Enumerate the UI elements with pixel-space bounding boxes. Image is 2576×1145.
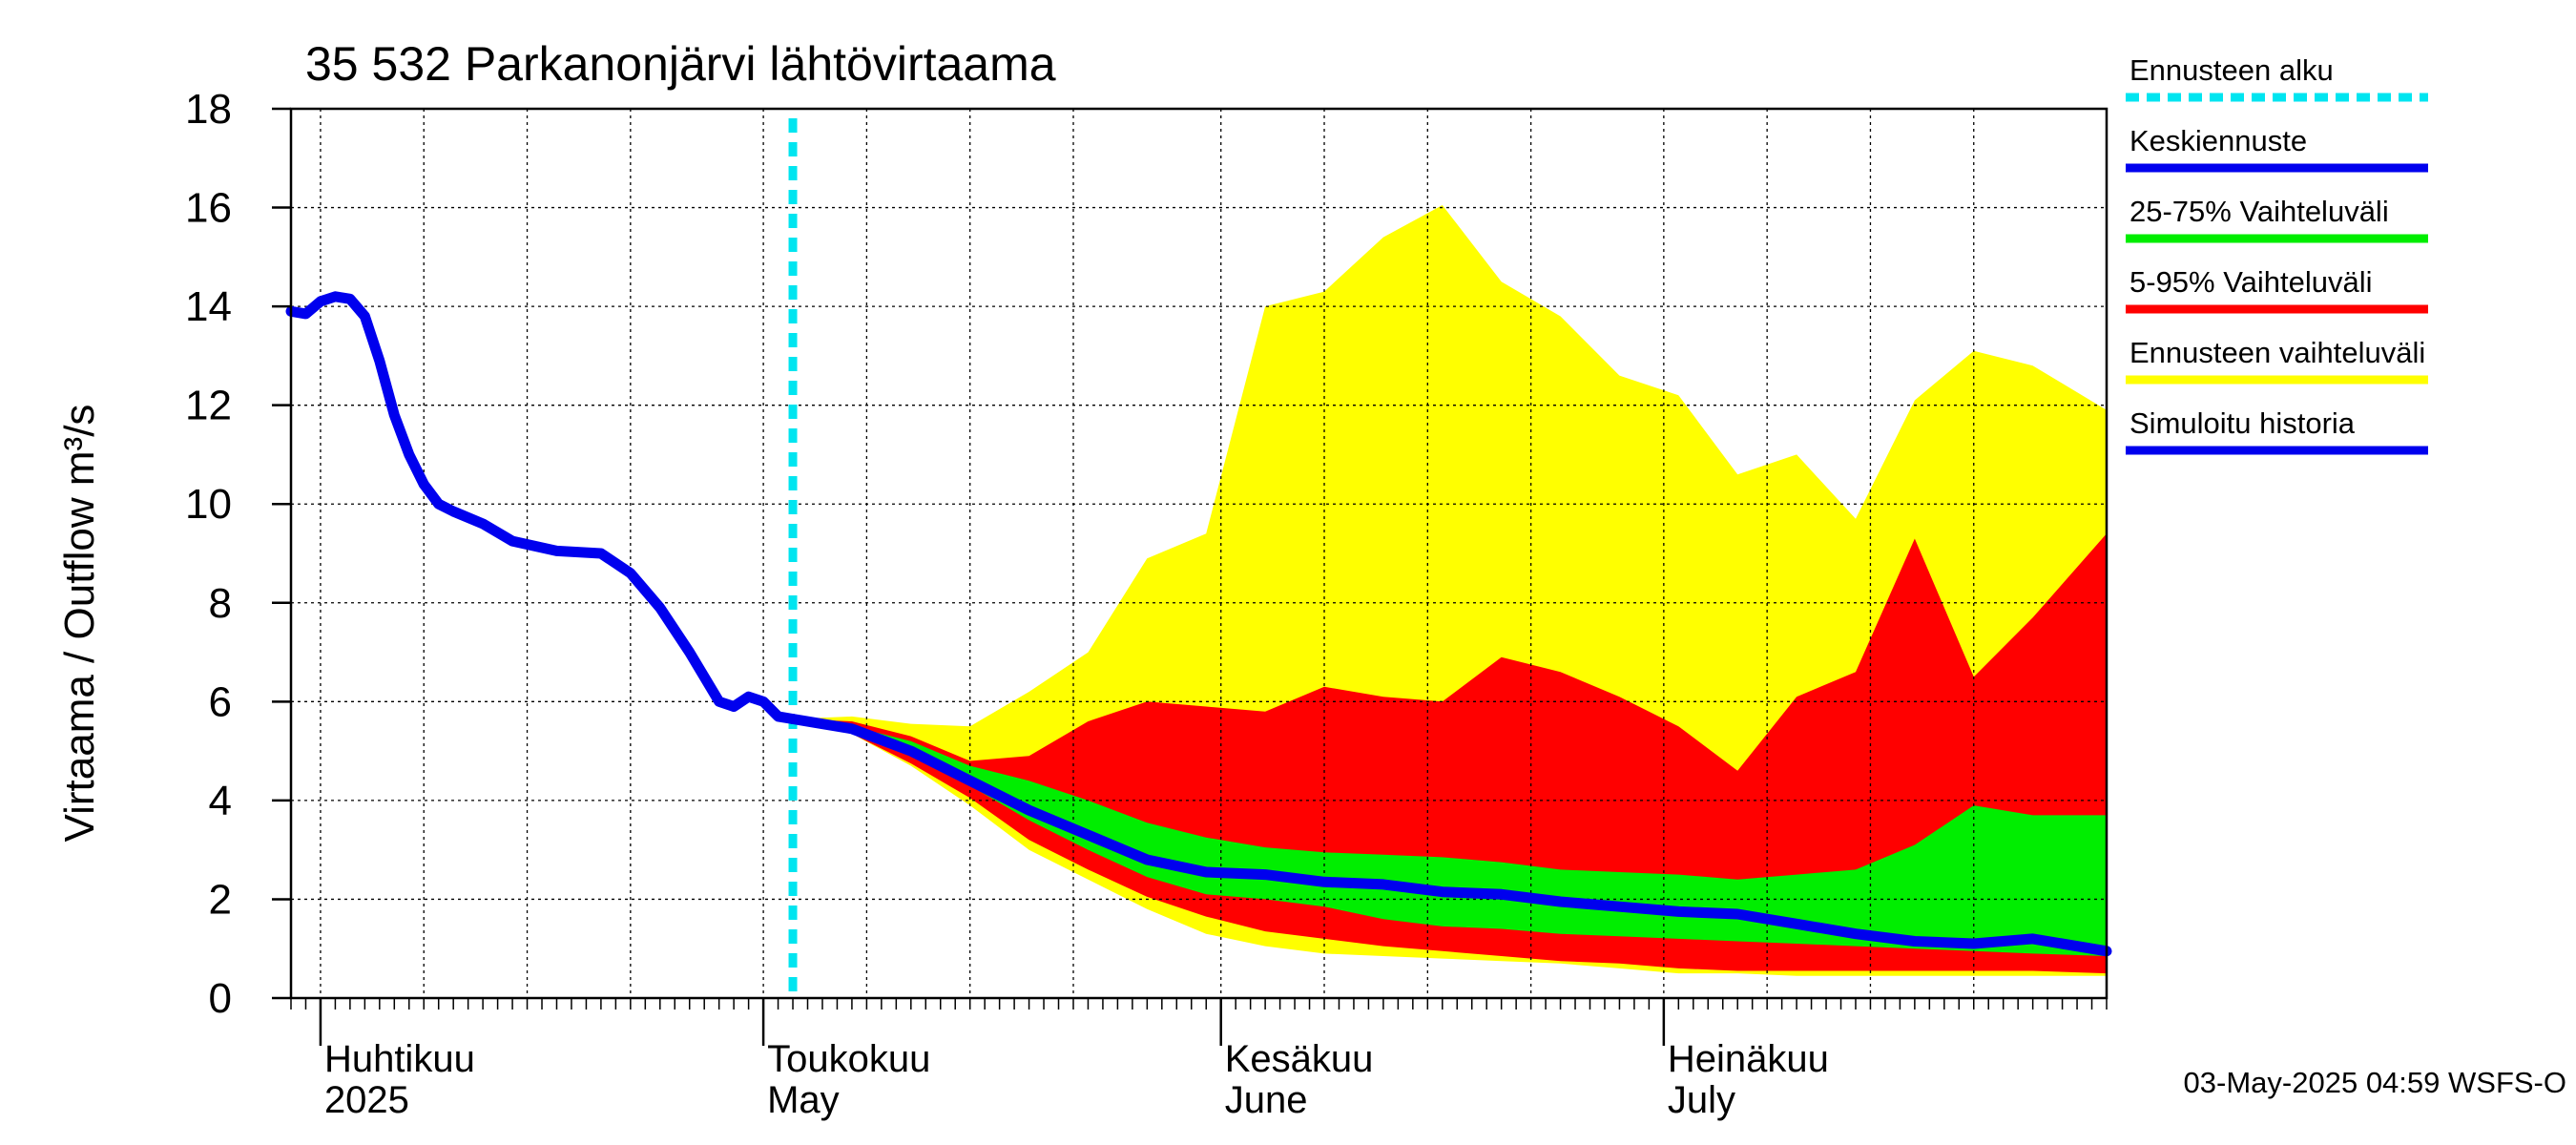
month-label-secondary: May [767,1079,840,1121]
month-label: Heinäkuu [1668,1038,1829,1080]
month-label-secondary: 2025 [324,1079,409,1121]
legend-label: Ennusteen vaihteluväli [2129,336,2425,369]
grid-lines [291,109,2107,998]
y-tick-label: 4 [209,778,232,824]
legend-label: Ennusteen alku [2129,53,2334,87]
y-tick-label: 6 [209,678,232,725]
axes [289,107,2109,1000]
y-tick-label: 8 [209,580,232,627]
y-tick-label: 18 [185,86,232,133]
legend: Ennusteen alku Keskiennuste 25-75% Vaihtel… [2126,53,2428,455]
legend-label: 25-75% Vaihteluväli [2129,195,2389,228]
legend-label: Simuloitu historia [2129,406,2356,440]
y-tick-label: 12 [185,383,232,429]
y-tick-label: 10 [185,481,232,528]
legend-label: Keskiennuste [2129,124,2307,157]
history-line [285,291,799,724]
month-label: Huhtikuu [324,1038,475,1080]
y-tick-label: 0 [209,975,232,1022]
median-forecast-line [787,714,2112,957]
y-axis-label: Virtaama / Outflow m³/s [56,405,103,843]
month-label: Kesäkuu [1225,1038,1374,1080]
flow-lines [285,118,2112,998]
footer-timestamp: 03-May-2025 04:59 WSFS-O [2184,1066,2566,1099]
month-label-secondary: July [1668,1079,1735,1121]
y-tick-label: 14 [185,283,232,330]
chart-title: 35 532 Parkanonjärvi lähtövirtaama [305,37,1056,91]
legend-label: 5-95% Vaihteluväli [2129,265,2372,299]
month-label-secondary: June [1225,1079,1308,1121]
y-tick-label: 2 [209,876,232,923]
y-tick-label: 16 [185,185,232,232]
month-label: Toukokuu [767,1038,930,1080]
forecast-bands [793,205,2107,976]
band-series-2 [793,718,2107,956]
plot-frame [289,107,2109,1000]
